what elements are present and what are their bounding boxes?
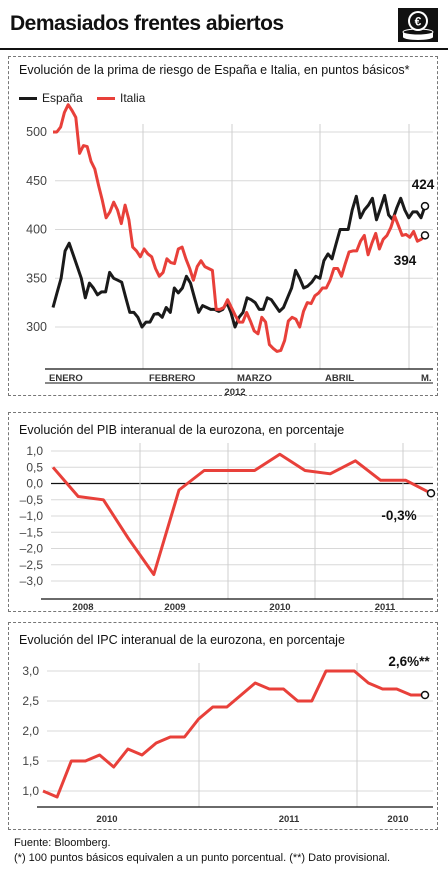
end-point-marker: [426, 489, 436, 498]
x-tick-label: 2011: [375, 602, 396, 611]
y-tick-label: –2,0: [20, 542, 44, 556]
italy-end-label: 394: [394, 253, 417, 268]
legend-spain: España: [19, 91, 83, 105]
end-point-marker: [420, 231, 430, 240]
gdp-title: Evolución del PIB interanual de la euroz…: [19, 423, 345, 437]
legend-swatch-spain: [19, 97, 37, 101]
series-line: [53, 103, 427, 353]
x-tick-label: 2009: [164, 602, 185, 611]
title-bar: Demasiados frentes abiertos €: [0, 0, 448, 48]
y-tick-label: 500: [26, 125, 47, 139]
cpi-end-label: 2,6%**: [388, 654, 430, 669]
source-note: Fuente: Bloomberg.: [14, 837, 111, 849]
x-tick-label: 2010: [387, 814, 408, 825]
y-tick-label: –2,5: [20, 558, 44, 572]
legend-label-spain: España: [42, 91, 83, 105]
legend-italy: Italia: [97, 91, 145, 105]
page-title: Demasiados frentes abiertos: [10, 12, 284, 35]
x-axis-title: 2012: [224, 387, 245, 395]
euro-coins-icon: €: [398, 8, 438, 42]
legend-swatch-italy: [97, 97, 115, 101]
cpi-title: Evolución del IPC interanual de la euroz…: [19, 633, 345, 647]
x-tick-label: MARZO: [237, 373, 272, 384]
x-tick-label: ENERO: [49, 373, 83, 384]
risk-premium-chart: 500 450 400 350 300 ENERO FEBRERO MARZO ABRIL M. 2…: [26, 103, 435, 395]
x-tick-label: 2011: [279, 814, 300, 825]
gdp-panel: Evolución del PIB interanual de la euroz…: [8, 412, 438, 612]
gdp-end-label: -0,3%: [381, 508, 416, 523]
x-tick-label: 2010: [96, 814, 117, 825]
y-tick-label: 1,0: [26, 444, 43, 458]
spain-end-label: 424: [412, 177, 435, 192]
y-tick-label: –3,0: [20, 574, 44, 588]
end-point-marker: [420, 201, 430, 211]
gdp-chart: 1,0 0,5 0,0 –0,5 –1,0 –1,5 –2,0 –2,5 –3,0 2008 200…: [20, 443, 436, 611]
y-tick-label: 2,0: [22, 724, 39, 738]
y-tick-label: 1,0: [22, 784, 39, 798]
footnote: (*) 100 puntos básicos equivalen a un pu…: [14, 852, 391, 864]
y-tick-label: 2,5: [22, 694, 39, 708]
y-tick-label: 0,5: [26, 460, 43, 474]
footer: Fuente: Bloomberg. (*) 100 puntos básico…: [14, 836, 390, 866]
y-tick-label: 400: [26, 223, 47, 237]
risk-premium-panel: Evolución de la prima de riesgo de Españ…: [8, 56, 438, 396]
y-tick-label: 1,5: [22, 754, 39, 768]
x-tick-label: 2010: [269, 602, 290, 611]
end-point-marker: [420, 690, 430, 700]
series-line: [51, 193, 427, 329]
title-rule: [0, 48, 448, 50]
y-tick-label: –1,0: [20, 509, 44, 523]
y-tick-label: 3,0: [22, 664, 39, 678]
series-line: [51, 452, 432, 576]
legend-label-italy: Italia: [120, 91, 146, 105]
cpi-chart: 3,0 2,5 2,0 1,5 1,0 2010 2011 2010 2,6%**: [22, 654, 433, 825]
x-tick-label: ABRIL: [325, 373, 354, 384]
x-tick-label: M.: [421, 373, 432, 384]
y-tick-label: –0,5: [20, 493, 44, 507]
y-tick-label: 300: [26, 320, 47, 334]
x-tick-label: FEBRERO: [149, 373, 195, 384]
y-tick-label: 0,0: [26, 477, 43, 491]
x-tick-label: 2008: [72, 602, 93, 611]
svg-text:€: €: [415, 15, 422, 29]
y-tick-label: 350: [26, 271, 47, 285]
y-tick-label: 450: [26, 174, 47, 188]
y-tick-label: –1,5: [20, 525, 44, 539]
series-line: [42, 669, 425, 799]
risk-premium-title: Evolución de la prima de riesgo de Españ…: [19, 63, 410, 77]
cpi-panel: Evolución del IPC interanual de la euroz…: [8, 622, 438, 830]
